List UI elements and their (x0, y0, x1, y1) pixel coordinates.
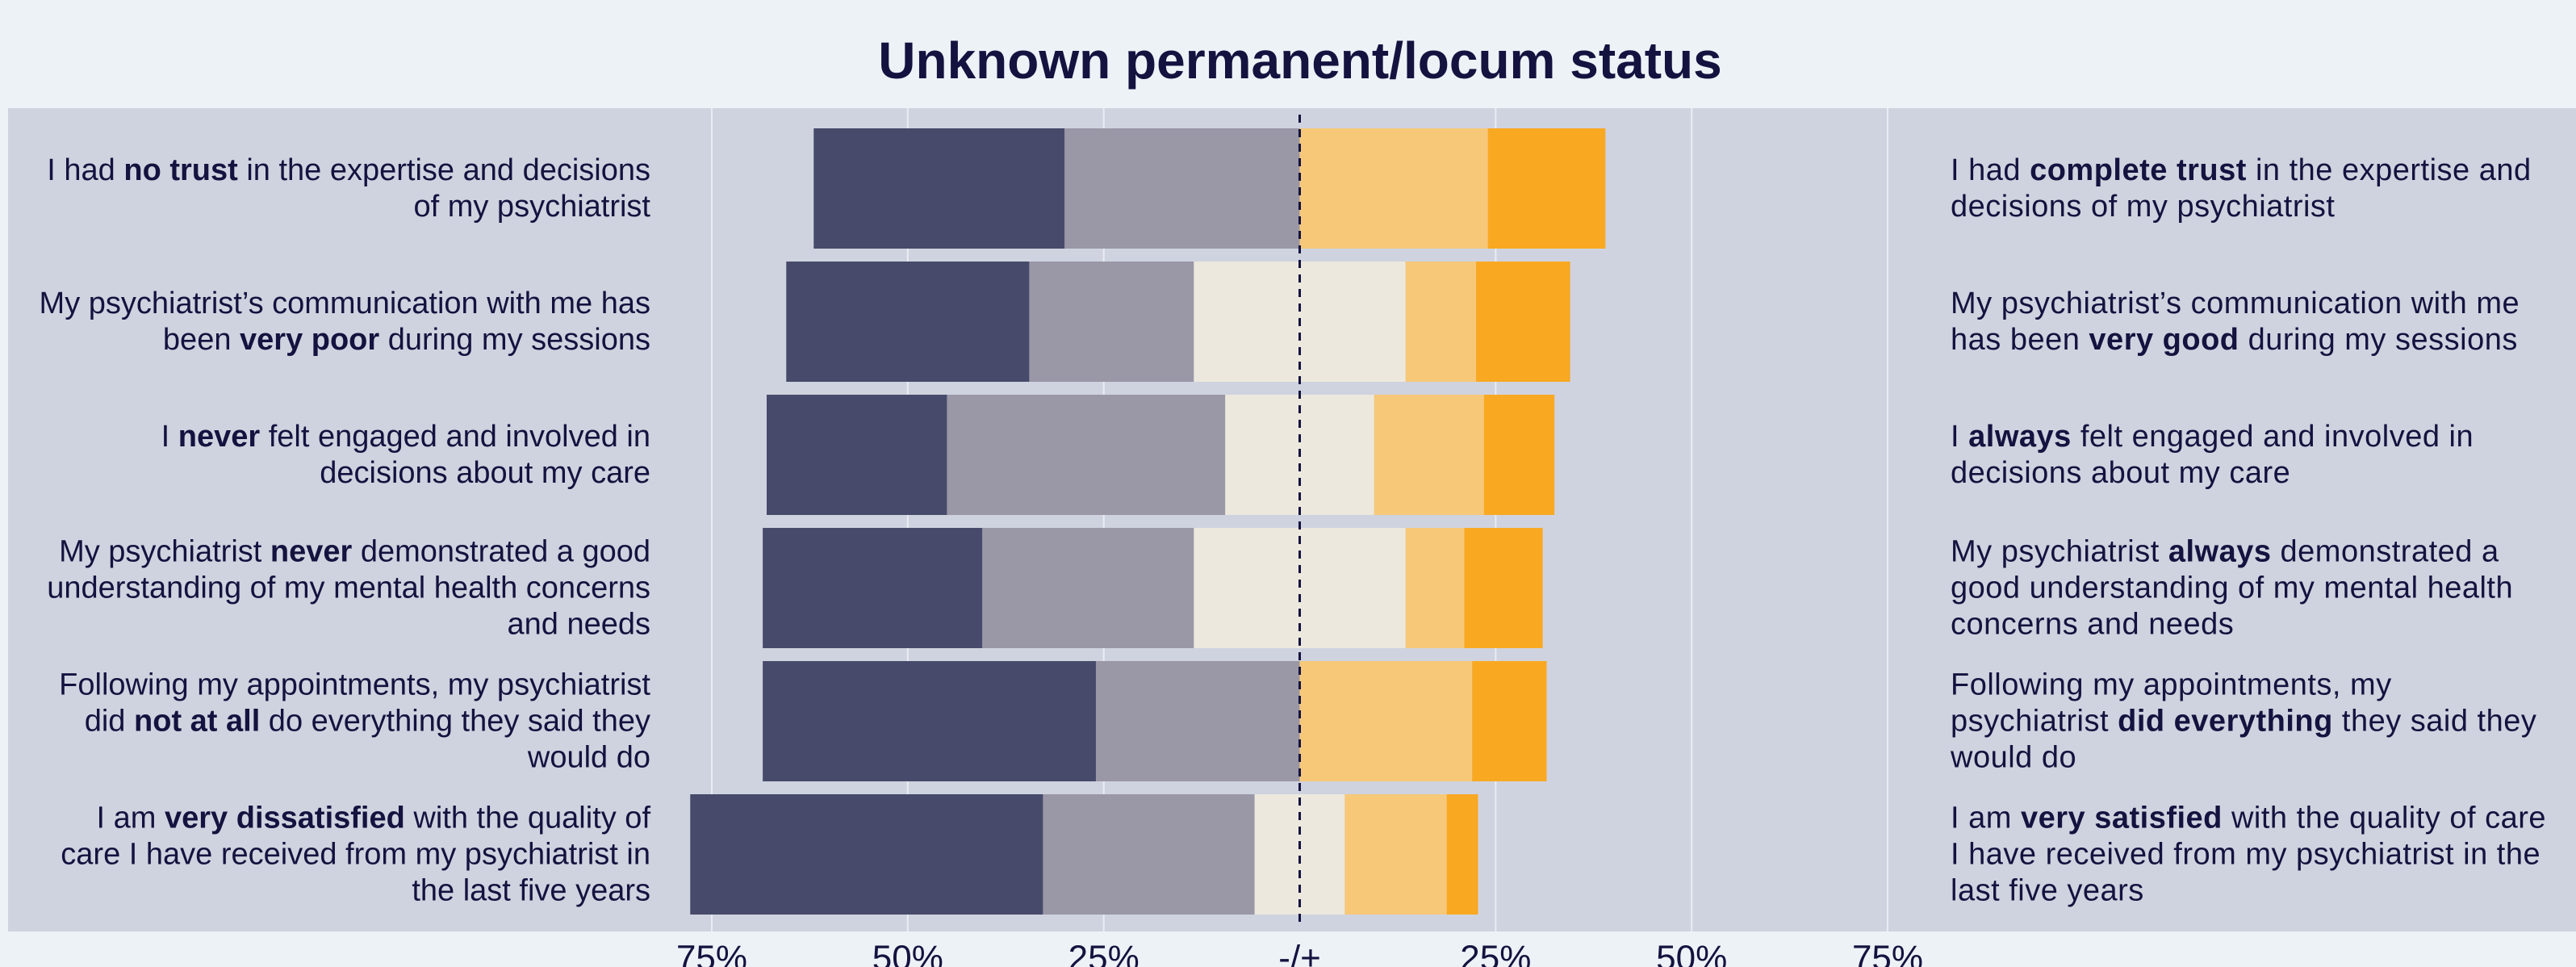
label-part: I had (47, 153, 124, 187)
x-tick-label: 75% (1852, 939, 1923, 967)
label-part: very dissatisfied (165, 801, 405, 835)
label-part: I am (96, 801, 165, 835)
label-part: demonstrated a good understanding of my … (1951, 534, 2514, 641)
x-tick-label: 50% (1656, 939, 1727, 967)
left-label: I am very dissatisfied with the quality … (32, 800, 650, 909)
x-tick-label: 50% (872, 939, 943, 967)
left-label: My psychiatrist never demonstrated a goo… (32, 534, 650, 643)
right-label: I always felt engaged and involved in de… (1951, 419, 2548, 492)
right-label: I had complete trust in the expertise an… (1951, 153, 2548, 225)
bar-segment (1405, 528, 1465, 648)
label-part: My psychiatrist (1951, 534, 2168, 568)
right-label: My psychiatrist’s communication with me … (1951, 286, 2548, 358)
x-tick-label: -/+ (1278, 939, 1321, 967)
bar-segment (786, 262, 1030, 382)
bar-segment (947, 395, 1226, 515)
bar-segment (813, 128, 1065, 249)
bar-segment (1043, 794, 1255, 915)
label-part: My psychiatrist (59, 534, 270, 568)
x-tick-label: 75% (676, 939, 747, 967)
left-label: My psychiatrist’s communication with me … (32, 286, 650, 358)
label-part: always (1968, 419, 2072, 454)
bar-segment (1483, 395, 1555, 515)
label-part: they said they would do (1951, 704, 2537, 774)
bar-segment (1464, 528, 1543, 648)
right-label: I am very satisfied with the quality of … (1951, 800, 2548, 909)
label-part: not at all (134, 704, 261, 738)
bar-segment (1374, 395, 1484, 515)
label-part: felt engaged and involved in decisions a… (1951, 419, 2474, 490)
left-label: I never felt engaged and involved in dec… (32, 419, 650, 492)
label-part: very satisfied (2020, 801, 2223, 835)
label-part: I am (1951, 801, 2021, 835)
label-part: I (161, 419, 178, 454)
bar-segment (1344, 794, 1447, 915)
label-part: no trust (123, 153, 238, 187)
chart-title: Unknown permanent/locum status (878, 31, 1721, 90)
label-part: demonstrated a good understanding of my … (47, 534, 650, 641)
bar-segment (1299, 128, 1488, 249)
label-part: during my sessions (2239, 322, 2518, 357)
label-part: always (2168, 534, 2272, 568)
label-part: I (1951, 419, 1969, 454)
label-part: Following my appointments, my psychiatri… (1951, 668, 2392, 738)
bar-segment (1299, 661, 1473, 781)
label-part: during my sessions (379, 322, 650, 357)
left-label: Following my appointments, my psychiatri… (32, 667, 650, 776)
x-tick-label: 25% (1460, 939, 1531, 967)
label-part: My psychiatrist’s communication with me … (39, 286, 650, 357)
right-label: Following my appointments, my psychiatri… (1951, 667, 2548, 776)
label-part: never (270, 534, 353, 568)
label-part: with the quality of care I have received… (61, 801, 650, 907)
bar-segment (1487, 128, 1606, 249)
label-part: with the quality of care I have received… (1951, 801, 2547, 907)
label-part: complete trust (2030, 153, 2247, 187)
label-part: I had (1951, 153, 2030, 187)
label-part: in the expertise and decisions of my psy… (237, 153, 650, 224)
label-part: very poor (240, 322, 380, 357)
label-part: very good (2089, 322, 2239, 357)
bar-segment (763, 528, 983, 648)
bar-segment (1472, 661, 1547, 781)
label-part: My psychiatrist’s communication with me … (1951, 286, 2520, 357)
bar-segment (1405, 262, 1477, 382)
label-part: Following my appointments, my psychiatri… (59, 668, 650, 738)
bar-segment (1064, 128, 1300, 249)
label-part: do everything they said they would do (260, 704, 650, 774)
label-part: felt engaged and involved in decisions a… (260, 419, 650, 490)
label-part: did everything (2118, 704, 2333, 738)
bar-segment (1029, 262, 1194, 382)
left-label: I had no trust in the expertise and deci… (32, 153, 650, 225)
label-part: never (178, 419, 261, 454)
x-tick-label: 25% (1068, 939, 1140, 967)
bar-segment (763, 661, 1096, 781)
label-part: in the expertise and decisions of my psy… (1951, 153, 2532, 224)
bar-segment (766, 395, 947, 515)
bar-segment (690, 794, 1043, 915)
bar-segment (1446, 794, 1478, 915)
right-label: My psychiatrist always demonstrated a go… (1951, 534, 2548, 643)
bar-segment (1095, 661, 1300, 781)
bar-segment (982, 528, 1194, 648)
bar-segment (1476, 262, 1570, 382)
